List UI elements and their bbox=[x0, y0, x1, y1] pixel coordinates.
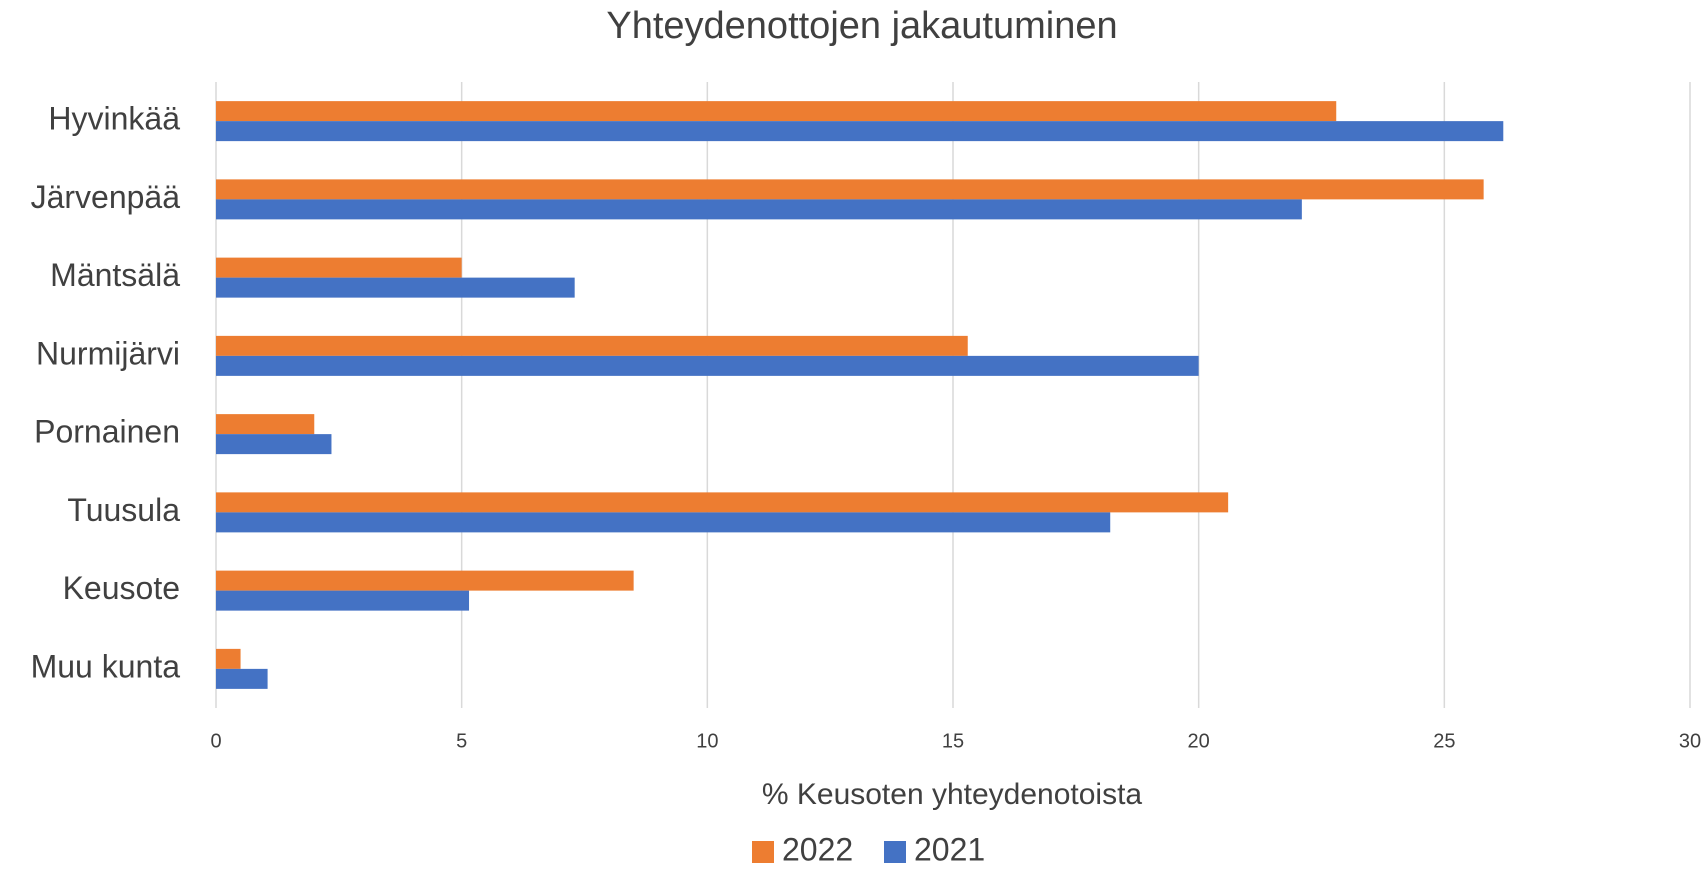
bar bbox=[216, 648, 241, 669]
bar bbox=[216, 121, 1504, 142]
bar bbox=[216, 257, 462, 278]
bar bbox=[216, 277, 575, 298]
x-tick-label: 30 bbox=[1679, 730, 1701, 752]
bar bbox=[216, 335, 968, 356]
y-tick-label: Tuusula bbox=[67, 492, 180, 528]
bar bbox=[216, 570, 634, 591]
y-tick-label: Hyvinkää bbox=[48, 101, 180, 137]
bar bbox=[216, 492, 1229, 513]
x-axis-label: % Keusoten yhteydenotoista bbox=[762, 778, 1143, 811]
bar bbox=[216, 414, 315, 435]
bar bbox=[216, 668, 268, 689]
bar bbox=[216, 199, 1302, 220]
y-tick-label: Pornainen bbox=[34, 414, 180, 450]
legend-swatch bbox=[884, 841, 906, 863]
legend-swatch bbox=[752, 841, 774, 863]
bar bbox=[216, 355, 1199, 376]
x-tick-label: 5 bbox=[456, 730, 467, 752]
chart-title: Yhteydenottojen jakautuminen bbox=[606, 5, 1117, 47]
y-tick-label: Nurmijärvi bbox=[36, 335, 180, 371]
bar bbox=[216, 101, 1337, 122]
y-tick-label: Järvenpää bbox=[31, 179, 181, 215]
legend-label: 2022 bbox=[782, 831, 853, 867]
bar bbox=[216, 434, 332, 455]
legend-label: 2021 bbox=[914, 831, 985, 867]
x-tick-label: 20 bbox=[1188, 730, 1210, 752]
x-tick-label: 0 bbox=[210, 730, 221, 752]
bar bbox=[216, 590, 470, 611]
y-tick-label: Muu kunta bbox=[31, 648, 181, 684]
x-tick-label: 10 bbox=[696, 730, 718, 752]
x-tick-label: 25 bbox=[1433, 730, 1455, 752]
y-tick-label: Mäntsälä bbox=[50, 257, 180, 293]
y-tick-label: Keusote bbox=[63, 570, 180, 606]
bar bbox=[216, 512, 1111, 533]
bar bbox=[216, 179, 1484, 200]
x-tick-label: 15 bbox=[942, 730, 964, 752]
